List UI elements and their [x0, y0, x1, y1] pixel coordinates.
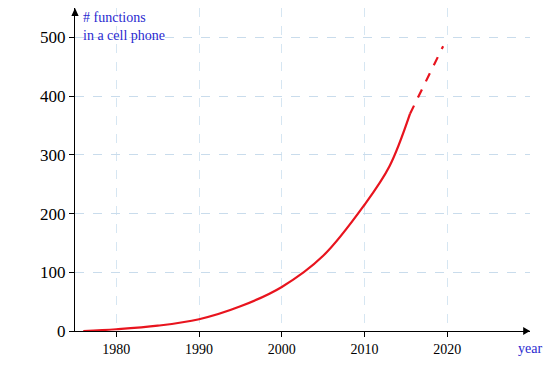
- svg-text:2000: 2000: [268, 342, 296, 357]
- svg-text:200: 200: [40, 205, 66, 224]
- svg-text:400: 400: [40, 87, 66, 106]
- svg-text:1990: 1990: [185, 342, 213, 357]
- svg-text:2010: 2010: [351, 342, 379, 357]
- svg-text:# functionsin a cell phone: # functionsin a cell phone: [83, 10, 165, 43]
- svg-text:year: year: [518, 341, 542, 356]
- svg-text:2020: 2020: [433, 342, 461, 357]
- svg-text:500: 500: [40, 28, 66, 47]
- svg-text:0: 0: [57, 322, 66, 341]
- svg-text:300: 300: [40, 146, 66, 165]
- svg-text:100: 100: [40, 263, 66, 282]
- svg-text:1980: 1980: [102, 342, 130, 357]
